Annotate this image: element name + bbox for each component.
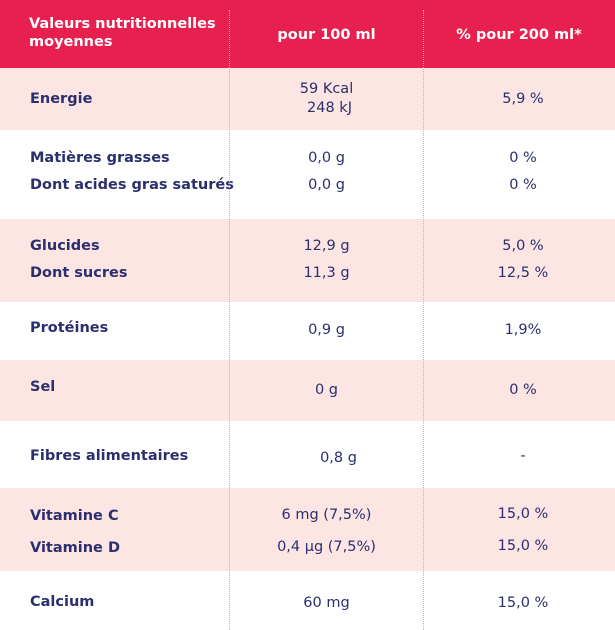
table-row-vitamines: Vitamine C 6 mg (7,5%) 15,0 % Vitamine D… xyxy=(0,488,615,571)
row-value: 11,3 g xyxy=(303,265,350,281)
row-label: Dont sucres xyxy=(30,265,128,281)
row-label: Vitamine D xyxy=(30,540,120,556)
table-row-matieres-grasses: Matières grasses 0,0 g 0 % Dont acides g… xyxy=(0,130,615,219)
row-value: 0,9 g xyxy=(308,322,345,338)
row-label: Sel xyxy=(30,379,56,395)
row-value: 6 mg (7,5%) xyxy=(281,507,372,523)
row-label: Dont acides gras saturés xyxy=(30,177,234,193)
row-value: 0,0 g xyxy=(308,177,345,193)
row-pct: 1,9% xyxy=(504,322,542,338)
table-row-glucides: Glucides 12,9 g 5,0 % Dont sucres 11,3 g… xyxy=(0,219,615,302)
energy-kcal: 59 Kcal xyxy=(299,81,354,97)
row-label: Fibres alimentaires xyxy=(30,448,189,464)
row-pct: 0 % xyxy=(509,382,537,398)
table-row-proteines: Protéines 0,9 g 1,9% xyxy=(0,302,615,360)
table-row-energie: Energie 59 Kcal 248 kJ 5,9 % xyxy=(0,68,615,130)
row-value: 0,8 g xyxy=(320,450,357,466)
row-value: 0,0 g xyxy=(308,150,345,166)
row-value: 59 Kcal 248 kJ xyxy=(230,80,423,118)
header-per-100ml: pour 100 ml xyxy=(277,27,376,43)
row-pct: 0 % xyxy=(509,150,537,166)
column-divider xyxy=(229,10,230,630)
row-pct: - xyxy=(520,448,526,464)
row-pct: 15,0 % xyxy=(497,506,549,522)
header-per-200ml: % pour 200 ml* xyxy=(456,27,582,43)
row-label: Protéines xyxy=(30,320,109,336)
row-pct: 5,0 % xyxy=(502,238,544,254)
table-header: Valeurs nutritionnelles moyennes pour 10… xyxy=(0,0,615,68)
row-label: Glucides xyxy=(30,238,100,254)
row-label: Energie xyxy=(30,91,93,107)
row-value: 60 mg xyxy=(303,595,350,611)
row-pct: 15,0 % xyxy=(497,538,549,554)
row-value: 12,9 g xyxy=(303,238,350,254)
table-row-fibres: Fibres alimentaires 0,8 g - xyxy=(0,421,615,488)
column-divider xyxy=(423,10,424,630)
row-value: 0 g xyxy=(314,382,339,398)
row-pct: 0 % xyxy=(509,177,537,193)
row-pct: 15,0 % xyxy=(497,595,549,611)
header-nutrient: Valeurs nutritionnelles moyennes xyxy=(29,16,216,50)
energy-kj: 248 kJ xyxy=(307,100,352,116)
row-label: Vitamine C xyxy=(30,508,119,524)
row-pct: 12,5 % xyxy=(497,265,549,281)
row-label: Matières grasses xyxy=(30,150,170,166)
row-label: Calcium xyxy=(30,594,95,610)
table-row-sel: Sel 0 g 0 % xyxy=(0,360,615,421)
row-pct: 5,9 % xyxy=(502,91,544,107)
row-value: 0,4 µg (7,5%) xyxy=(277,539,376,555)
table-row-calcium: Calcium 60 mg 15,0 % xyxy=(0,571,615,630)
